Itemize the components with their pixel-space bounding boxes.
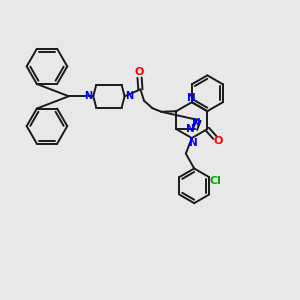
- Text: N: N: [85, 91, 93, 101]
- Text: N: N: [188, 93, 196, 103]
- Text: N: N: [192, 118, 201, 128]
- Text: N: N: [125, 91, 133, 101]
- Text: O: O: [135, 68, 144, 77]
- Text: N: N: [189, 137, 198, 148]
- Text: N: N: [186, 124, 195, 134]
- Text: O: O: [213, 136, 223, 146]
- Text: Cl: Cl: [209, 176, 221, 186]
